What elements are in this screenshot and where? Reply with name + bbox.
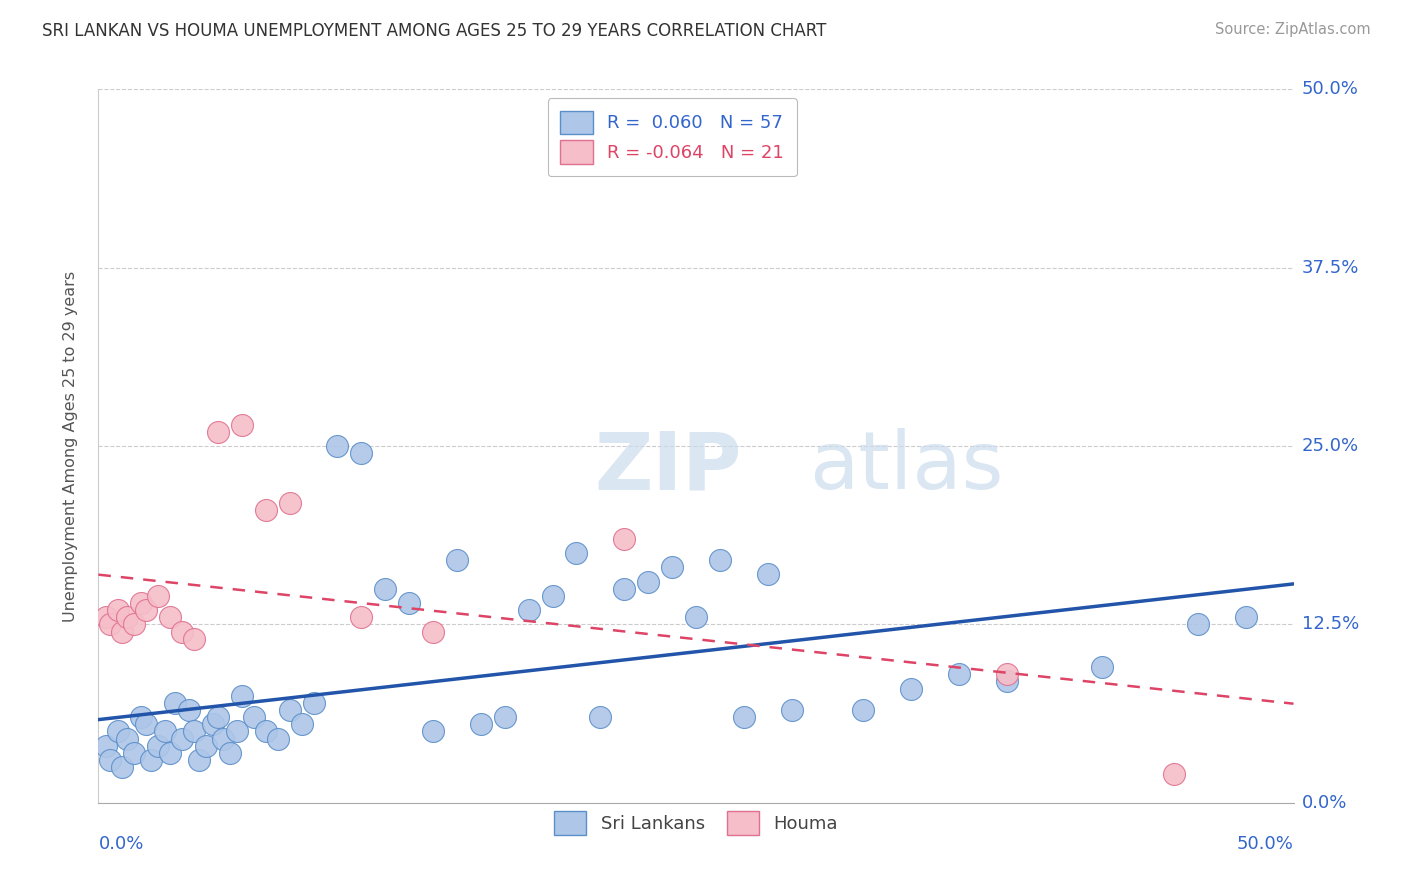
Point bbox=[159, 610, 181, 624]
Text: ZIP: ZIP bbox=[595, 428, 741, 507]
Point bbox=[350, 610, 373, 624]
Point bbox=[422, 724, 444, 739]
Point bbox=[183, 724, 205, 739]
Point bbox=[172, 731, 194, 746]
Point bbox=[291, 717, 314, 731]
Point bbox=[148, 589, 170, 603]
Point bbox=[326, 439, 349, 453]
Point bbox=[207, 710, 229, 724]
Point bbox=[139, 753, 162, 767]
Point bbox=[995, 667, 1018, 681]
Point bbox=[733, 710, 755, 724]
Text: Source: ZipAtlas.com: Source: ZipAtlas.com bbox=[1215, 22, 1371, 37]
Point bbox=[852, 703, 875, 717]
Point bbox=[1234, 610, 1257, 624]
Point bbox=[124, 746, 146, 760]
Text: 12.5%: 12.5% bbox=[1302, 615, 1360, 633]
Text: 25.0%: 25.0% bbox=[1302, 437, 1360, 455]
Point bbox=[613, 582, 636, 596]
Point bbox=[179, 703, 201, 717]
Point bbox=[254, 503, 277, 517]
Text: 0.0%: 0.0% bbox=[98, 835, 143, 853]
Point bbox=[135, 717, 157, 731]
Point bbox=[243, 710, 266, 724]
Point bbox=[1163, 767, 1185, 781]
Point bbox=[131, 710, 153, 724]
Point bbox=[685, 610, 707, 624]
Text: 50.0%: 50.0% bbox=[1302, 80, 1358, 98]
Point bbox=[111, 624, 134, 639]
Point bbox=[541, 589, 564, 603]
Point bbox=[111, 760, 134, 774]
Point bbox=[159, 746, 181, 760]
Point bbox=[155, 724, 177, 739]
Point bbox=[278, 496, 301, 510]
Point bbox=[1187, 617, 1209, 632]
Text: 50.0%: 50.0% bbox=[1237, 835, 1294, 853]
Point bbox=[219, 746, 242, 760]
Point bbox=[254, 724, 277, 739]
Point bbox=[1091, 660, 1114, 674]
Point bbox=[183, 632, 205, 646]
Text: 37.5%: 37.5% bbox=[1302, 259, 1360, 277]
Y-axis label: Unemployment Among Ages 25 to 29 years: Unemployment Among Ages 25 to 29 years bbox=[63, 270, 77, 622]
Point bbox=[613, 532, 636, 546]
Point bbox=[494, 710, 516, 724]
Point bbox=[565, 546, 588, 560]
Point bbox=[98, 753, 122, 767]
Point bbox=[900, 681, 922, 696]
Legend: Sri Lankans, Houma: Sri Lankans, Houma bbox=[546, 803, 846, 844]
Point bbox=[172, 624, 194, 639]
Point bbox=[350, 446, 373, 460]
Point bbox=[202, 717, 225, 731]
Point bbox=[231, 417, 253, 432]
Point bbox=[107, 603, 129, 617]
Point bbox=[278, 703, 301, 717]
Point bbox=[231, 689, 253, 703]
Point bbox=[226, 724, 249, 739]
Point bbox=[107, 724, 129, 739]
Point bbox=[124, 617, 146, 632]
Point bbox=[207, 425, 229, 439]
Text: 0.0%: 0.0% bbox=[1302, 794, 1347, 812]
Point bbox=[374, 582, 396, 596]
Point bbox=[135, 603, 157, 617]
Point bbox=[148, 739, 170, 753]
Point bbox=[637, 574, 659, 589]
Point bbox=[94, 739, 117, 753]
Point bbox=[948, 667, 970, 681]
Point bbox=[115, 731, 138, 746]
Point bbox=[94, 610, 117, 624]
Point bbox=[211, 731, 233, 746]
Point bbox=[780, 703, 803, 717]
Point bbox=[187, 753, 209, 767]
Point bbox=[115, 610, 138, 624]
Point bbox=[422, 624, 444, 639]
Point bbox=[195, 739, 218, 753]
Point bbox=[98, 617, 122, 632]
Point bbox=[163, 696, 186, 710]
Point bbox=[709, 553, 731, 567]
Point bbox=[302, 696, 325, 710]
Point bbox=[131, 596, 153, 610]
Point bbox=[995, 674, 1018, 689]
Text: atlas: atlas bbox=[810, 428, 1004, 507]
Text: SRI LANKAN VS HOUMA UNEMPLOYMENT AMONG AGES 25 TO 29 YEARS CORRELATION CHART: SRI LANKAN VS HOUMA UNEMPLOYMENT AMONG A… bbox=[42, 22, 827, 40]
Point bbox=[446, 553, 468, 567]
Point bbox=[398, 596, 420, 610]
Point bbox=[661, 560, 683, 574]
Point bbox=[470, 717, 492, 731]
Point bbox=[756, 567, 779, 582]
Point bbox=[589, 710, 612, 724]
Point bbox=[517, 603, 540, 617]
Point bbox=[267, 731, 290, 746]
